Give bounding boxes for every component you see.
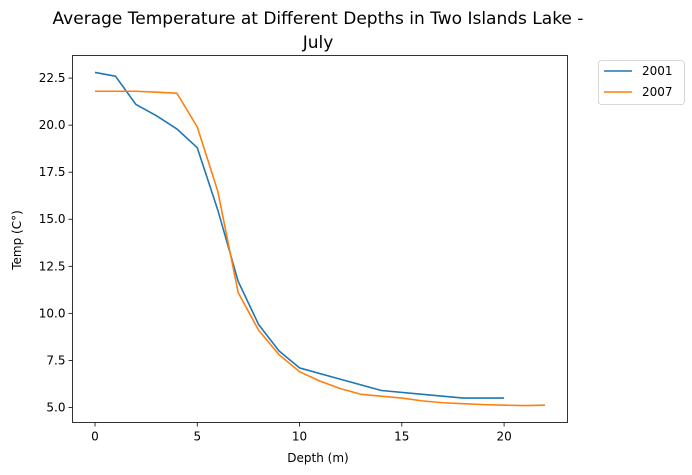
y-tick-label: 22.5	[39, 71, 66, 85]
legend-label-2001: 2001	[642, 64, 673, 78]
y-tick-label: 17.5	[39, 165, 66, 179]
y-tick-label: 10.0	[39, 306, 66, 320]
x-axis-ticks: 0 5 10 15 20	[91, 422, 512, 444]
x-tick-label: 20	[496, 430, 511, 444]
series-line-2001	[94, 71, 505, 399]
series-line-2007	[95, 90, 546, 407]
y-axis-ticks: 5.0 7.5 10.0 12.5 15.0 17.5 20.0 22.5	[39, 71, 73, 414]
x-tick-label: 15	[394, 430, 409, 444]
y-tick-label: 7.5	[46, 353, 65, 367]
y-tick-label: 20.0	[39, 118, 66, 132]
x-tick-label: 0	[91, 430, 99, 444]
plot-area-frame	[72, 55, 568, 423]
plot-lines	[94, 71, 546, 407]
y-tick-label: 12.5	[39, 259, 66, 273]
chart-title-line1: Average Temperature at Different Depths …	[53, 9, 584, 29]
x-tick-label: 10	[292, 430, 307, 444]
y-tick-label: 15.0	[39, 212, 66, 226]
x-axis-label: Depth (m)	[287, 451, 348, 465]
x-tick-label: 5	[193, 430, 201, 444]
y-tick-label: 5.0	[46, 400, 65, 414]
y-axis-label: Temp (C°)	[10, 210, 24, 271]
legend: 2001 2007	[598, 60, 685, 105]
legend-label-2007: 2007	[642, 85, 673, 99]
chart-title-line2: July	[302, 33, 334, 53]
